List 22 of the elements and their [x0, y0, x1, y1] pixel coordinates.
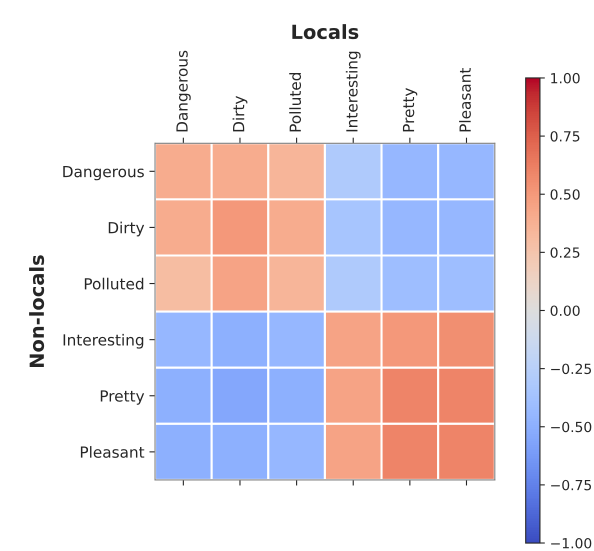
color-bar-label: −0.75 [551, 480, 592, 490]
color-bar-label: −1.00 [551, 538, 592, 548]
y-tick-label: Pretty [100, 390, 144, 405]
color-bar-label: 0.75 [550, 131, 580, 142]
color-bar-label: 0.00 [550, 305, 580, 316]
color-bar-label: −0.25 [551, 364, 592, 374]
y-tick-label: Dirty [108, 222, 144, 236]
x-tick-label: Dirty [232, 96, 248, 132]
x-tick-label: Pleasant [459, 68, 471, 132]
color-bar-label: 0.50 [550, 189, 580, 200]
color-bar-label: 0.25 [550, 247, 580, 258]
y-tick-label: Dangerous [63, 166, 144, 180]
y-tick-label: Pleasant [80, 446, 144, 458]
x-tick-label: Pretty [402, 88, 418, 132]
y-axis-title: Non-locals [29, 255, 44, 368]
y-tick-label: Interesting [64, 334, 144, 349]
y-tick-label: Polluted [84, 278, 144, 290]
x-axis-title: Locals [292, 24, 358, 40]
color-bar-label: −0.50 [551, 422, 592, 432]
x-tick-label: Interesting [346, 52, 361, 132]
x-tick-label: Polluted [289, 72, 302, 132]
color-bar-label: 1.00 [551, 72, 580, 84]
